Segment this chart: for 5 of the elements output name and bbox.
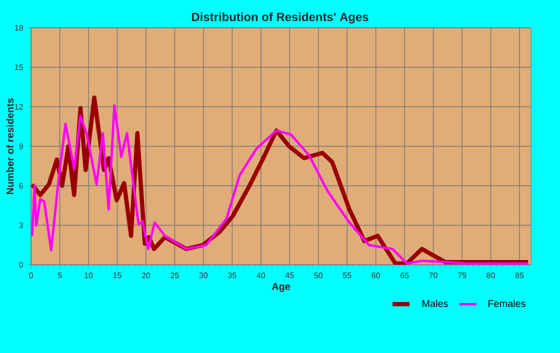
legend-label: Males (422, 300, 448, 308)
y-axis-title: Number of residents (6, 98, 14, 194)
legend-label: Females (488, 300, 526, 308)
chart-title: Distribution of Residents' Ages (192, 12, 368, 24)
x-axis-title: Age (272, 283, 290, 292)
